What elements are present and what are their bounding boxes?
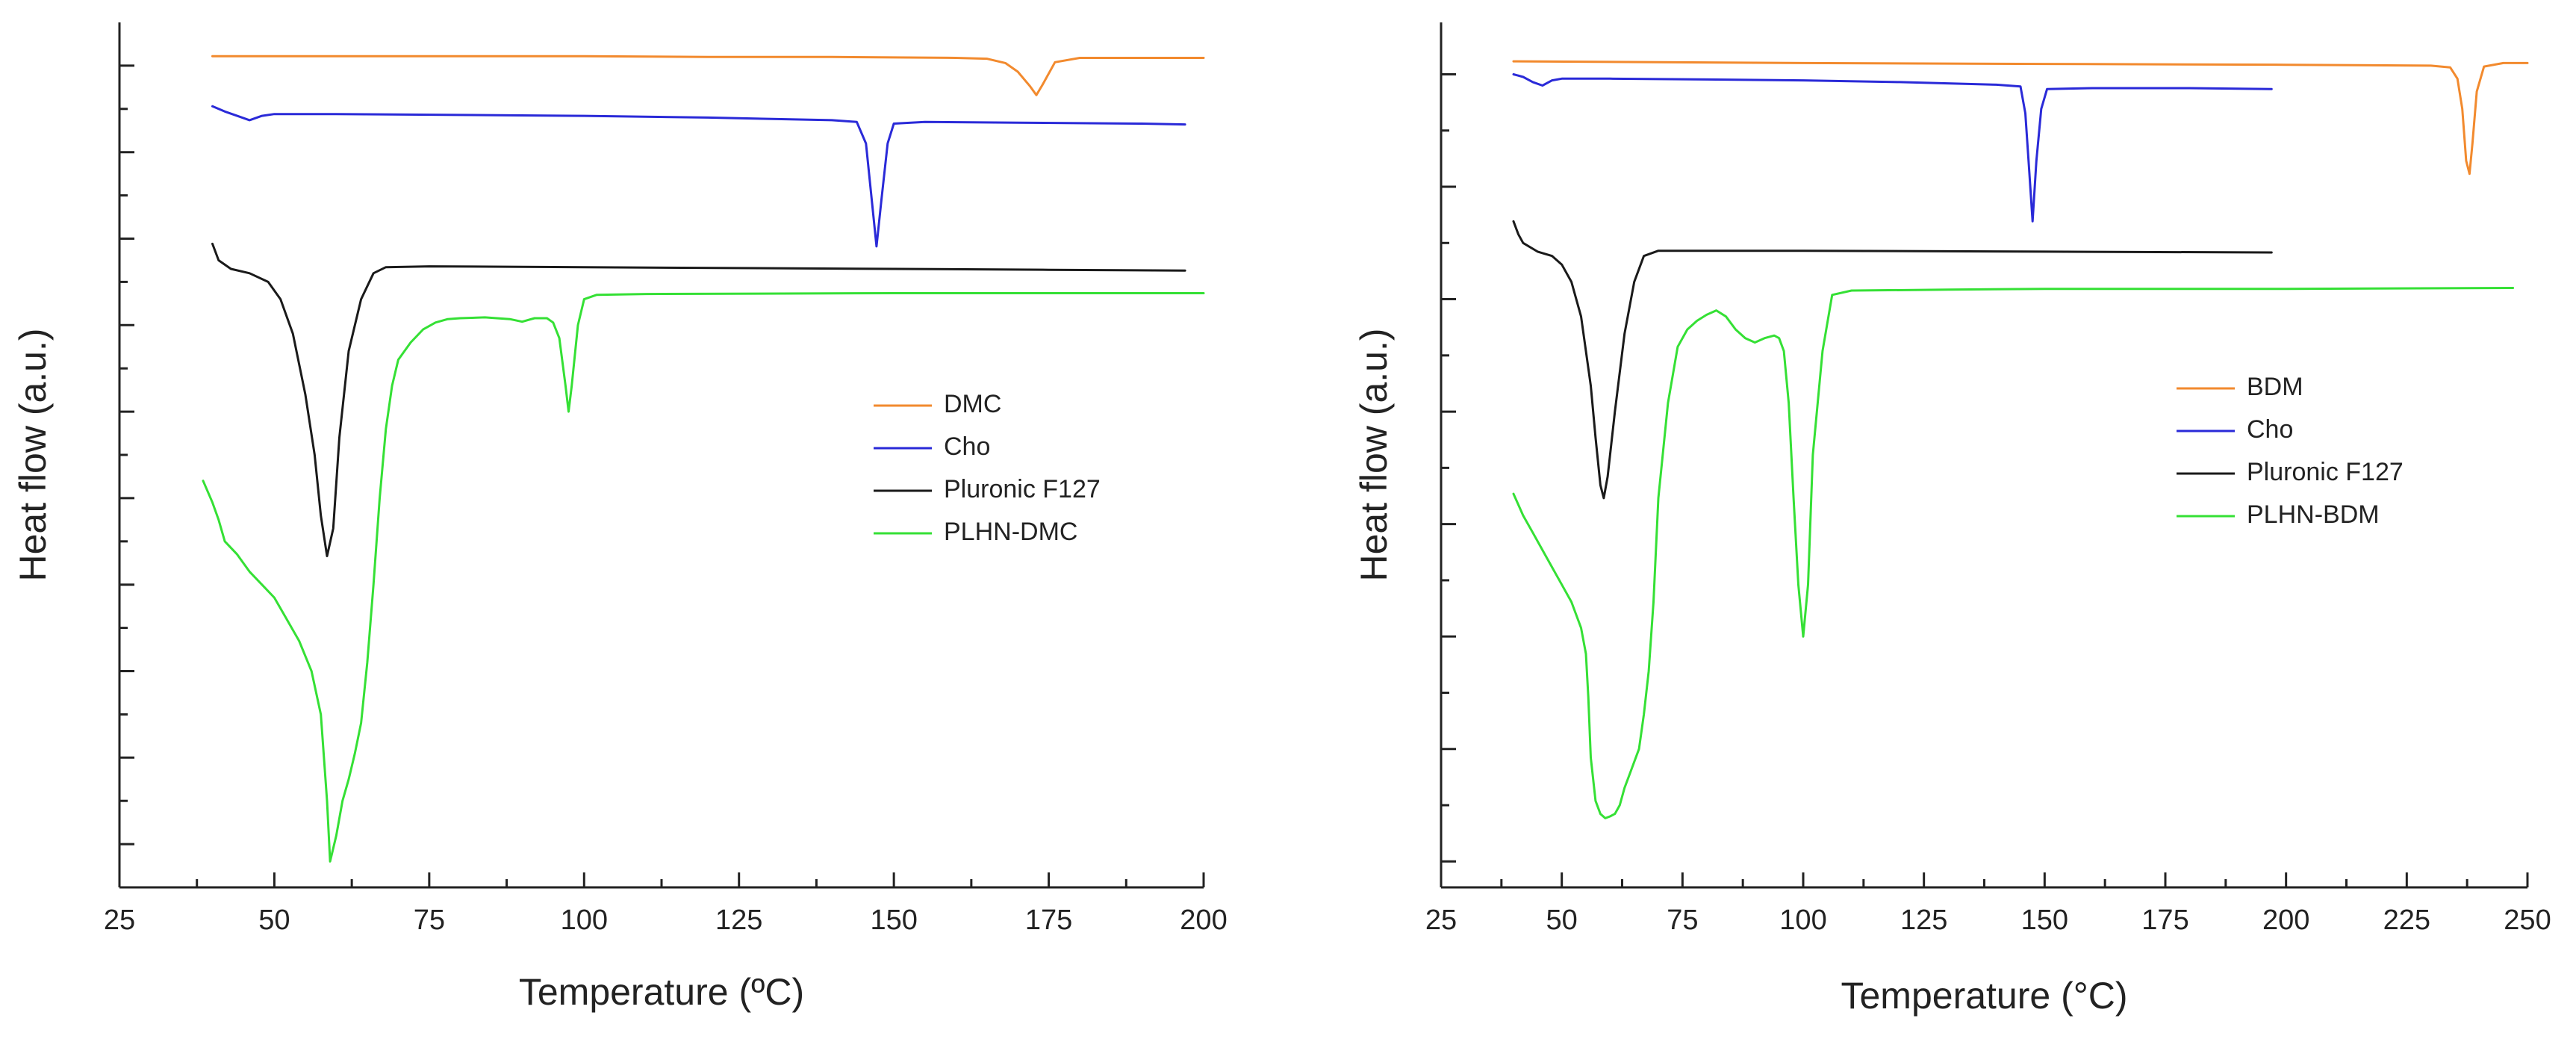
left-legend: DMC Cho Pluronic F127 PLHN-DMC bbox=[874, 390, 1101, 546]
right-series-pluronic-f127 bbox=[1512, 220, 2273, 500]
panel-right: 25 50 75 100 125 150 175 200 225 250 Temperature … bbox=[1353, 22, 2551, 1017]
right-x-tick-label: 150 bbox=[2021, 905, 2068, 936]
right-x-tick-label: 100 bbox=[1779, 905, 1826, 936]
right-series-cho bbox=[1512, 73, 2273, 223]
left-legend-label-pluronic: Pluronic F127 bbox=[944, 475, 1101, 503]
right-x-tick-label: 75 bbox=[1667, 905, 1698, 936]
left-x-axis-label: Temperature (ºC) bbox=[519, 971, 804, 1013]
right-x-tick-label: 25 bbox=[1425, 905, 1457, 936]
left-series-group bbox=[202, 55, 1205, 863]
left-x-tick-labels: 25 50 75 100 125 150 175 200 bbox=[104, 905, 1228, 936]
left-x-tick-label: 200 bbox=[1180, 905, 1227, 936]
right-legend-label-cho: Cho bbox=[2247, 415, 2293, 444]
right-x-tick-label: 175 bbox=[2141, 905, 2188, 936]
left-series-dmc bbox=[211, 55, 1205, 96]
left-series-cho bbox=[211, 105, 1186, 248]
right-series-group bbox=[1512, 60, 2529, 819]
right-legend-label-bdm: BDM bbox=[2247, 373, 2303, 401]
left-x-tick-label: 175 bbox=[1025, 905, 1072, 936]
right-x-tick-label: 125 bbox=[1900, 905, 1947, 936]
left-x-tick-label: 125 bbox=[715, 905, 762, 936]
right-series-bdm bbox=[1512, 60, 2529, 176]
panel-left: 25 50 75 100 125 150 175 200 Temperature (ºC) H… bbox=[12, 22, 1228, 1013]
right-x-tick-label: 225 bbox=[2383, 905, 2430, 936]
right-y-ticks bbox=[1441, 72, 1456, 863]
left-legend-label-dmc: DMC bbox=[944, 390, 1001, 418]
right-series-plhn-bdm bbox=[1512, 287, 2515, 819]
right-legend-label-pluronic: Pluronic F127 bbox=[2247, 458, 2404, 486]
left-x-tick-label: 150 bbox=[870, 905, 917, 936]
left-x-tick-label: 100 bbox=[561, 905, 608, 936]
right-legend: BDM Cho Pluronic F127 PLHN-BDM bbox=[2177, 373, 2404, 529]
left-x-ticks bbox=[118, 872, 1205, 887]
left-legend-label-plhn: PLHN-DMC bbox=[944, 518, 1077, 546]
right-x-ticks bbox=[1440, 872, 2529, 887]
right-x-axis-label: Temperature (°C) bbox=[1841, 975, 2128, 1017]
right-x-tick-labels: 25 50 75 100 125 150 175 200 225 250 bbox=[1425, 905, 2551, 936]
left-x-tick-label: 50 bbox=[258, 905, 290, 936]
left-x-tick-label: 75 bbox=[414, 905, 445, 936]
left-legend-label-cho: Cho bbox=[944, 432, 990, 461]
left-x-tick-label: 25 bbox=[104, 905, 135, 936]
right-legend-label-plhn: PLHN-BDM bbox=[2247, 500, 2380, 529]
left-y-ticks bbox=[119, 64, 134, 846]
left-series-plhn-dmc bbox=[202, 292, 1205, 863]
right-x-tick-label: 250 bbox=[2504, 905, 2551, 936]
right-x-tick-label: 50 bbox=[1546, 905, 1578, 936]
right-y-axis-label: Heat flow (a.u.) bbox=[1353, 328, 1395, 581]
left-y-axis-label: Heat flow (a.u.) bbox=[12, 328, 54, 581]
left-series-pluronic-f127 bbox=[211, 242, 1186, 557]
right-x-tick-label: 200 bbox=[2262, 905, 2309, 936]
